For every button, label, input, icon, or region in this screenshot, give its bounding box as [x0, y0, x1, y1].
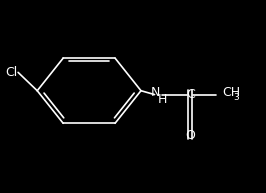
Text: C: C [186, 88, 194, 101]
Text: N: N [151, 86, 160, 99]
Text: CH: CH [222, 86, 240, 99]
Text: 3: 3 [233, 93, 239, 102]
Text: H: H [157, 93, 167, 107]
Text: Cl: Cl [5, 66, 18, 79]
Text: O: O [185, 129, 195, 142]
